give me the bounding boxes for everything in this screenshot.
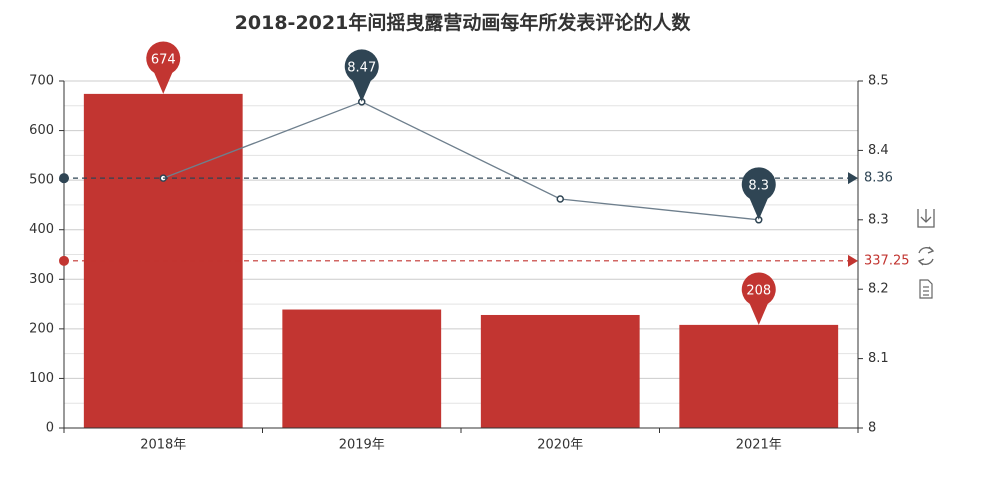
bar-2019年[interactable] — [282, 309, 442, 428]
y-left-tick-label: 700 — [29, 74, 54, 89]
y-left-tick-label: 600 — [29, 123, 54, 138]
mark-point-label: 674 — [151, 52, 176, 67]
average-line-label: 337.25 — [864, 253, 910, 268]
bar-2021年[interactable] — [679, 324, 839, 428]
y-right-tick-label: 8.3 — [868, 212, 889, 227]
average-line-start — [59, 255, 69, 266]
x-tick-label: 2019年 — [339, 438, 385, 453]
mark-point-pin — [146, 41, 181, 94]
mark-point-label: 8.3 — [748, 178, 769, 193]
y-right-tick-label: 8.5 — [868, 74, 889, 89]
y-left-tick-label: 100 — [29, 371, 54, 386]
y-right-tick-label: 8.4 — [868, 143, 889, 158]
x-tick-label: 2020年 — [537, 438, 583, 453]
y-left-tick-label: 0 — [46, 421, 54, 436]
mark-point-pin — [344, 49, 379, 102]
data-view-icon[interactable] — [919, 279, 933, 299]
average-line-arrow — [848, 254, 858, 267]
y-left-tick-label: 200 — [29, 321, 54, 336]
mark-point-pin — [741, 272, 776, 325]
download-icon[interactable] — [917, 209, 935, 228]
mark-point-label: 208 — [746, 283, 771, 298]
x-tick-label: 2021年 — [736, 438, 782, 453]
y-left-tick-label: 500 — [29, 173, 54, 188]
y-left-tick-label: 300 — [29, 272, 54, 287]
average-line-label: 8.36 — [864, 171, 893, 186]
y-left-tick-label: 400 — [29, 222, 54, 237]
x-tick-label: 2018年 — [140, 438, 186, 453]
average-line-arrow — [848, 172, 858, 185]
line-point-2020年[interactable] — [556, 195, 564, 203]
score-line — [163, 101, 759, 221]
mark-point-pin — [741, 167, 776, 220]
average-line-start — [59, 173, 69, 184]
y-right-tick-label: 8 — [868, 421, 876, 436]
bar-2020年[interactable] — [480, 314, 640, 428]
y-right-tick-label: 8.1 — [868, 351, 889, 366]
refresh-icon[interactable] — [917, 246, 935, 266]
y-right-tick-label: 8.2 — [868, 282, 889, 297]
chart-title: 2018-2021年间摇曳露营动画每年所发表评论的人数 — [234, 12, 691, 34]
mark-point-label: 8.47 — [347, 60, 376, 75]
